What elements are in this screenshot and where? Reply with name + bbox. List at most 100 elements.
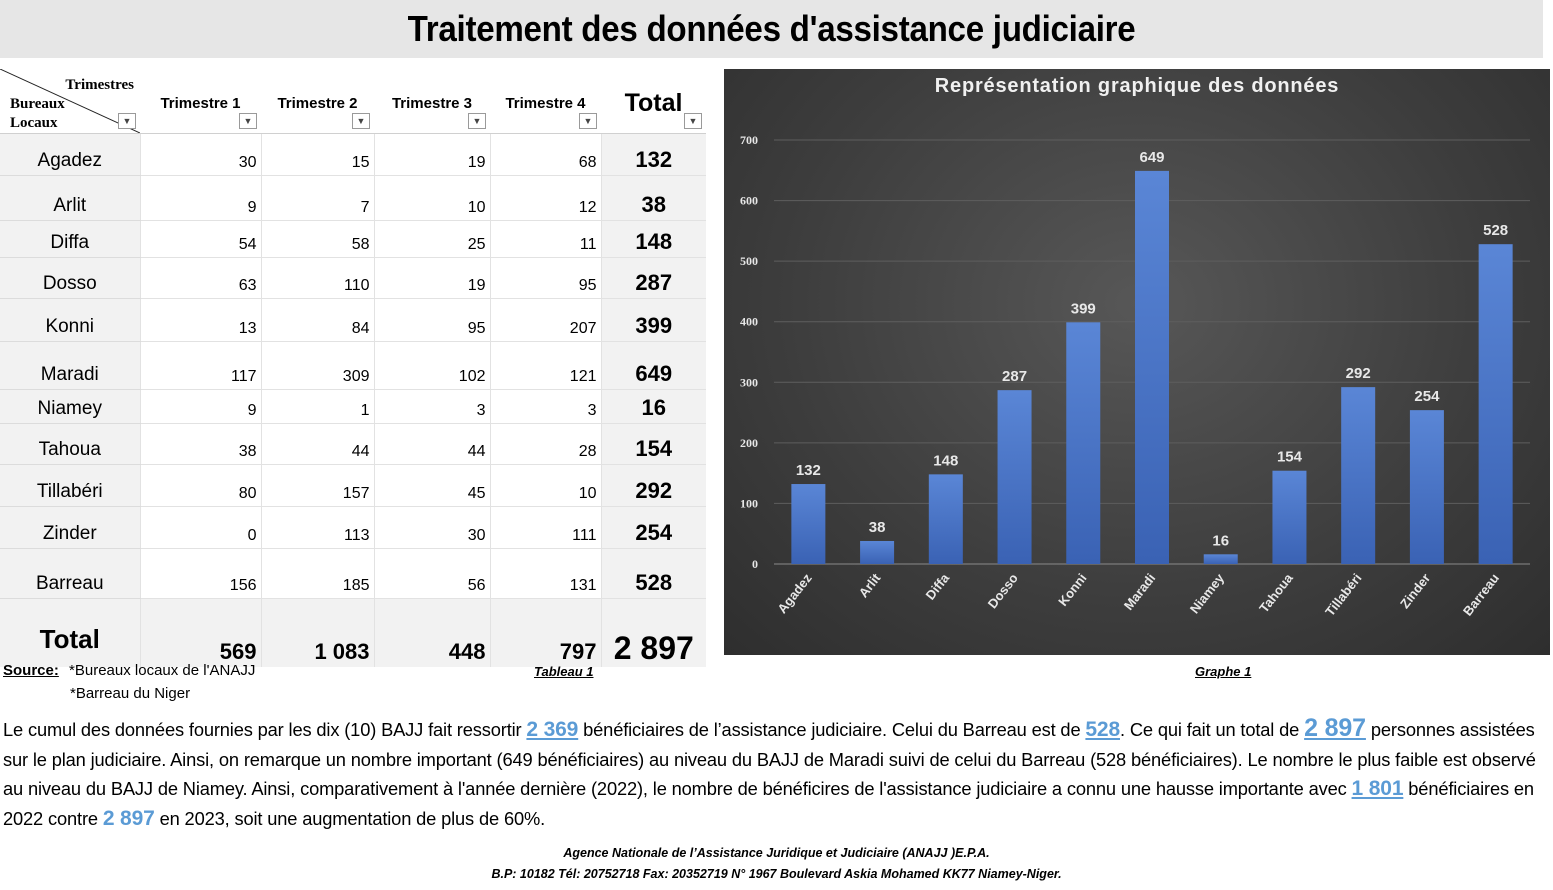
total-t1: 569 — [140, 598, 262, 667]
title-bar: Traitement des données d'assistance judi… — [0, 0, 1543, 58]
x-tick-label: Niamey — [1187, 570, 1228, 616]
value-cell-t3: 19 — [374, 257, 491, 299]
total-t4: 797 — [490, 598, 602, 667]
summary-paragraph: Le cumul des données fournies par les di… — [3, 714, 1536, 830]
x-tick-label: Maradi — [1121, 571, 1159, 613]
value-cell-t4: 131 — [490, 548, 602, 599]
y-tick-label: 700 — [740, 133, 758, 147]
value-cell-t4: 11 — [490, 220, 602, 258]
table-row: Barreau 156 185 56 131 528 — [0, 548, 706, 599]
table-row: Dosso 63 110 19 95 287 — [0, 257, 706, 299]
corner-label-trimestres: Trimestres — [65, 77, 134, 93]
value-cell-t3: 44 — [374, 423, 491, 465]
value-cell-t4: 10 — [490, 464, 602, 507]
row-total-cell: 287 — [601, 257, 706, 299]
bureau-cell: Zinder — [0, 506, 141, 549]
header-total: Total ▼ — [601, 69, 706, 134]
bureau-cell: Niamey — [0, 389, 141, 424]
table-row: Arlit 9 7 10 12 38 — [0, 175, 706, 221]
bureau-cell: Konni — [0, 298, 141, 342]
value-cell-t2: 113 — [261, 506, 375, 549]
value-cell-t2: 84 — [261, 298, 375, 342]
value-cell-t2: 157 — [261, 464, 375, 507]
table-body: Agadez 30 15 19 68 132 Arlit 9 7 10 12 38 Diffa 54 58 2… — [0, 133, 706, 599]
y-tick-label: 300 — [740, 375, 758, 389]
source-line-1: *Bureaux locaux de l'ANAJJ — [69, 662, 256, 679]
value-cell-t3: 25 — [374, 220, 491, 258]
value-cell-t2: 44 — [261, 423, 375, 465]
value-cell-t3: 3 — [374, 389, 491, 424]
corner-label-bureaux: Bureaux Locaux — [10, 96, 65, 131]
total-label: Total — [0, 598, 141, 667]
bar-chart: Représentation graphique des données 0 100… — [724, 69, 1550, 655]
bar-tillabéri — [1341, 387, 1376, 564]
value-cell-t2: 185 — [261, 548, 375, 599]
filter-dropdown-icon[interactable]: ▼ — [468, 113, 486, 129]
bureau-cell: Maradi — [0, 341, 141, 390]
value-cell-t3: 45 — [374, 464, 491, 507]
x-tick-label: Tillabéri — [1322, 571, 1364, 619]
table-row: Niamey 9 1 3 3 16 — [0, 389, 706, 424]
value-cell-t4: 12 — [490, 175, 602, 221]
data-label: 148 — [933, 452, 958, 469]
y-tick-label: 600 — [740, 194, 758, 208]
filter-dropdown-icon[interactable]: ▼ — [579, 113, 597, 129]
value-cell-t4: 121 — [490, 341, 602, 390]
x-tick-label: Dosso — [985, 571, 1021, 612]
value-2022: 1 801 — [1351, 777, 1404, 800]
table-total-row: Total 569 1 083 448 797 2 897 — [0, 598, 706, 667]
table-caption: Tableau 1 — [534, 664, 594, 679]
value-cell-t1: 80 — [140, 464, 262, 507]
filter-dropdown-icon[interactable]: ▼ — [118, 113, 136, 129]
row-total-cell: 399 — [601, 298, 706, 342]
data-label: 399 — [1071, 300, 1096, 317]
footer-agency: Agence Nationale de l’Assistance Juridiq… — [563, 846, 990, 860]
bar-diffa — [928, 474, 963, 564]
data-label: 528 — [1483, 222, 1508, 239]
value-cell-t3: 19 — [374, 133, 491, 176]
value-cell-t1: 156 — [140, 548, 262, 599]
value-cell-t1: 117 — [140, 341, 262, 390]
x-tick-label: Konni — [1055, 571, 1089, 609]
bureau-cell: Diffa — [0, 220, 141, 258]
x-tick-label: Arlit — [856, 570, 884, 600]
y-tick-label: 200 — [740, 436, 758, 450]
value-cell-t1: 9 — [140, 389, 262, 424]
value-cell-t2: 15 — [261, 133, 375, 176]
x-tick-label: Barreau — [1460, 571, 1502, 619]
value-grand-total: 2 897 — [1304, 714, 1366, 742]
value-cell-t3: 10 — [374, 175, 491, 221]
bar-barreau — [1478, 244, 1513, 564]
row-total-cell: 148 — [601, 220, 706, 258]
bar-zinder — [1409, 410, 1444, 564]
header-trimestre-1: Trimestre 1 ▼ — [140, 69, 261, 134]
table-row: Agadez 30 15 19 68 132 — [0, 133, 706, 176]
y-tick-label: 400 — [740, 315, 758, 329]
filter-dropdown-icon[interactable]: ▼ — [239, 113, 257, 129]
data-table: Trimestres Bureaux Locaux ▼ Trimestre 1 ▼ … — [0, 69, 706, 667]
data-label: 132 — [796, 462, 821, 479]
value-cell-t3: 30 — [374, 506, 491, 549]
y-tick-label: 500 — [740, 254, 758, 268]
bureau-cell: Barreau — [0, 548, 141, 599]
row-total-cell: 254 — [601, 506, 706, 549]
footer-address: B.P: 10182 Tél: 20752718 Fax: 20352719 N… — [491, 867, 1062, 881]
row-total-cell: 16 — [601, 389, 706, 424]
chart-svg: Représentation graphique des données 0 100… — [740, 75, 1530, 619]
value-cell-t4: 3 — [490, 389, 602, 424]
value-cell-t4: 68 — [490, 133, 602, 176]
header-trimestre-4: Trimestre 4 ▼ — [490, 69, 601, 134]
row-total-cell: 649 — [601, 341, 706, 390]
row-total-cell: 292 — [601, 464, 706, 507]
value-2023: 2 897 — [102, 806, 155, 830]
bureau-cell: Tahoua — [0, 423, 141, 465]
row-total-cell: 528 — [601, 548, 706, 599]
x-tick-label: Diffa — [923, 570, 953, 603]
total-t2: 1 083 — [261, 598, 375, 667]
data-label: 292 — [1346, 365, 1371, 382]
chart-caption: Graphe 1 — [1195, 664, 1252, 679]
value-cell-t1: 0 — [140, 506, 262, 549]
filter-dropdown-icon[interactable]: ▼ — [352, 113, 370, 129]
bar-tahoua — [1272, 470, 1307, 564]
filter-dropdown-icon[interactable]: ▼ — [684, 113, 702, 129]
